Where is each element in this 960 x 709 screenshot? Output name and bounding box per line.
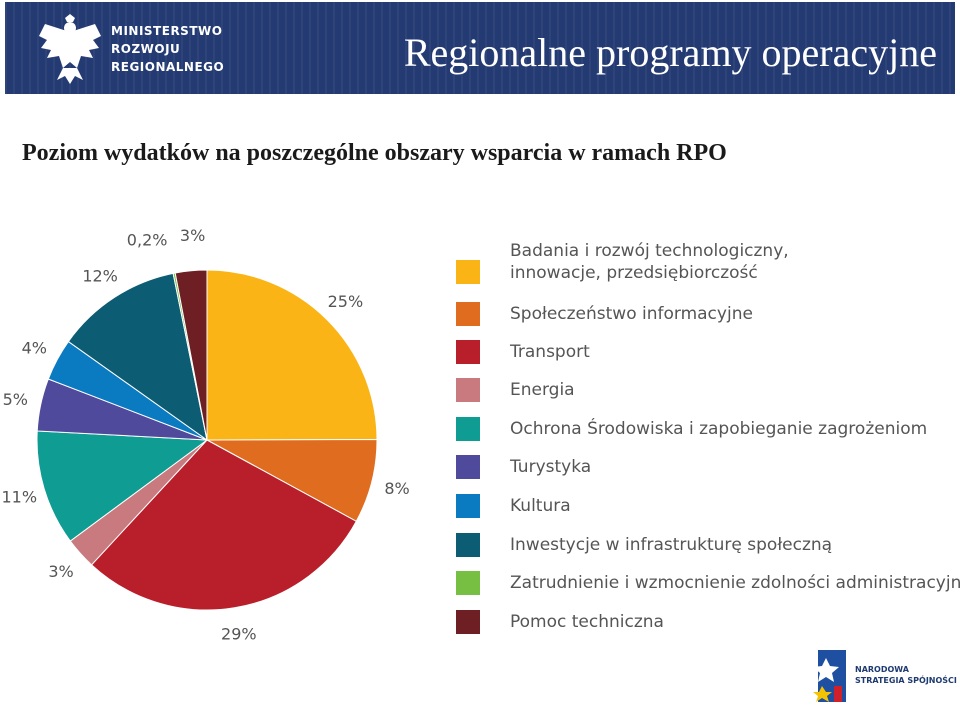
legend-label-line: Społeczeństwo informacyjne (510, 304, 753, 324)
legend-item-3: Transport (456, 340, 590, 364)
legend-label-line: Turystyka (510, 457, 592, 477)
legend-label-9: Zatrudnienie i wzmocnienie zdolności adm… (510, 572, 960, 594)
legend-item-2: Społeczeństwo informacyjne (456, 302, 753, 326)
pie-value-label-8: 12% (82, 267, 118, 286)
legend-label-8: Inwestycje w infrastrukturę społeczną (510, 534, 832, 556)
pie-value-label-9: 0,2% (127, 231, 168, 250)
legend-item-6: Turystyka (456, 455, 591, 479)
legend-swatch-6 (456, 455, 480, 479)
ministry-line1: MINISTERSTWO (111, 24, 223, 38)
legend-item-7: Kultura (456, 494, 571, 518)
legend-label-line: Ochrona Środowiska i zapobieganie zagroż… (510, 419, 928, 439)
legend-label-6: Turystyka (510, 456, 591, 478)
pie-value-label-3: 29% (221, 624, 257, 643)
legend-item-1: Badania i rozwój technologiczny, innowacj… (456, 240, 789, 284)
ministry-line3: REGIONALNEGO (111, 60, 225, 74)
nss-logo-text: NARODOWA STRATEGIA SPÓJNOŚCI (855, 664, 957, 686)
legend-item-5: Ochrona Środowiska i zapobieganie zagroż… (456, 417, 927, 441)
ministry-line2: ROZWOJU (111, 42, 181, 56)
legend-label-3: Transport (510, 341, 590, 363)
pie-chart: 25% 8% 29% 3% 11% 5% 4% 12% 0,2% 3% (1, 226, 409, 644)
legend-swatch-5 (456, 417, 480, 441)
legend-swatch-2 (456, 302, 480, 326)
pie-value-label-7: 4% (22, 338, 47, 357)
legend-swatch-7 (456, 494, 480, 518)
legend-label-2: Społeczeństwo informacyjne (510, 303, 753, 325)
nss-logo-icon (813, 650, 846, 702)
pie-value-label-4: 3% (48, 562, 73, 581)
legend-label-7: Kultura (510, 495, 571, 517)
chart-subtitle: Poziom wydatków na poszczególne obszary … (22, 140, 727, 166)
legend-swatch-10 (456, 610, 480, 634)
pie-value-label-5: 11% (1, 487, 37, 506)
legend-item-8: Inwestycje w infrastrukturę społeczną (456, 533, 832, 557)
legend-item-4: Energia (456, 378, 575, 402)
legend-label-line: Badania i rozwój technologiczny, (510, 241, 789, 261)
legend-swatch-8 (456, 533, 480, 557)
legend-label-line: innowacje, przedsiębiorczość (510, 263, 758, 283)
legend-swatch-4 (456, 378, 480, 402)
pie-slice-10 (174, 269, 208, 441)
legend-item-10: Pomoc techniczna (456, 610, 664, 634)
nss-line1: NARODOWA (855, 665, 909, 674)
legend-label-line: Transport (510, 342, 590, 362)
legend-label-10: Pomoc techniczna (510, 611, 664, 633)
slide-title: Regionalne programy operacyjne (403, 30, 937, 75)
pie-slice-1 (206, 269, 378, 441)
legend-label-line: Zatrudnienie i wzmocnienie zdolności adm… (510, 573, 960, 593)
legend-label-line: Kultura (510, 496, 571, 516)
eagle-emblem-icon (39, 14, 101, 84)
legend-label-line: Energia (510, 380, 575, 400)
legend-swatch-3 (456, 340, 480, 364)
header-stripes (5, 2, 955, 94)
pie-value-label-2: 8% (384, 479, 409, 498)
ministry-name: MINISTERSTWO ROZWOJU REGIONALNEGO (111, 22, 224, 76)
pie-value-label-10: 3% (180, 226, 205, 245)
nss-line2: STRATEGIA SPÓJNOŚCI (855, 676, 957, 685)
legend-label-line: Inwestycje w infrastrukturę społeczną (510, 535, 833, 555)
legend-label-4: Energia (510, 379, 575, 401)
pie-slice-5 (36, 430, 209, 542)
legend-swatch-1 (456, 260, 480, 284)
header-banner: MINISTERSTWO ROZWOJU REGIONALNEGO Region… (5, 2, 955, 94)
pie-slice-8 (67, 272, 208, 442)
legend-label-line: Pomoc techniczna (510, 612, 664, 632)
legend-label-1: Badania i rozwój technologiczny, innowacj… (510, 240, 789, 284)
pie-slice-3 (90, 439, 357, 611)
pie-value-label-1: 25% (328, 292, 364, 311)
pie-value-label-6: 5% (3, 390, 28, 409)
legend-label-5: Ochrona Środowiska i zapobieganie zagroż… (510, 418, 927, 440)
legend-item-9: Zatrudnienie i wzmocnienie zdolności adm… (456, 571, 960, 595)
legend-swatch-9 (456, 571, 480, 595)
